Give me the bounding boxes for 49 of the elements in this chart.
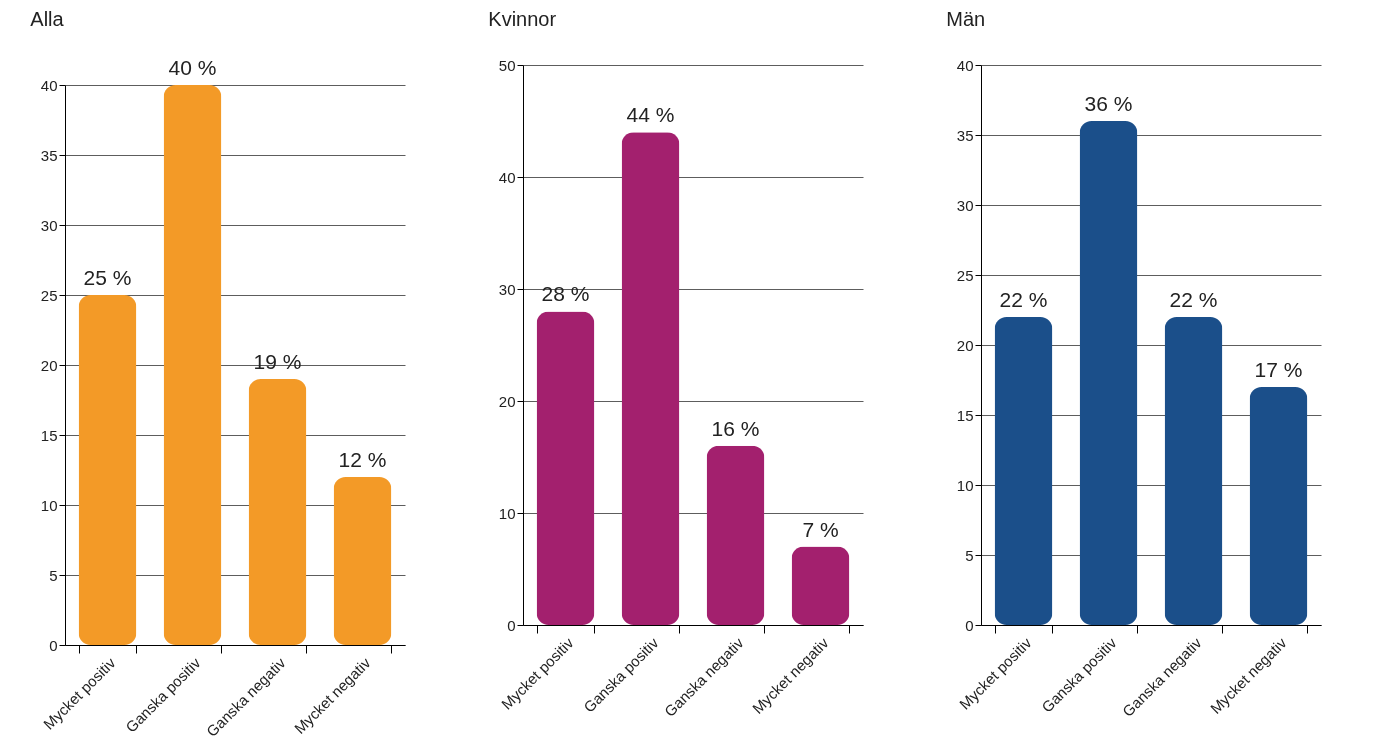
y-tick-label: 20 (956, 336, 974, 354)
y-tick-label: 35 (956, 126, 974, 144)
y-tick-label: 35 (40, 146, 58, 164)
y-tick-label: 15 (956, 406, 974, 424)
bar (791, 546, 850, 625)
bar (994, 317, 1053, 625)
y-tick-label: 40 (956, 56, 974, 74)
bar (333, 477, 392, 645)
data-label: 12 % (338, 448, 387, 471)
data-label: 40 % (168, 56, 217, 79)
data-label: 22 % (1169, 288, 1218, 311)
y-tick-label: 50 (498, 56, 516, 74)
y-tick-label: 30 (40, 216, 58, 234)
chart-title: Kvinnor (488, 8, 557, 30)
y-tick-label: 10 (498, 504, 516, 522)
data-label: 25 % (83, 266, 132, 289)
bar (1164, 317, 1223, 625)
bar (536, 311, 595, 625)
data-label: 44 % (626, 103, 675, 127)
bar (163, 85, 222, 645)
y-tick-label: 0 (507, 616, 516, 634)
chart-title: Alla (30, 8, 65, 30)
y-tick-label: 10 (956, 476, 974, 494)
bar (1249, 387, 1308, 625)
y-tick-label: 10 (40, 496, 58, 514)
data-label: 36 % (1084, 92, 1133, 115)
data-label: 17 % (1254, 358, 1303, 381)
bar (706, 445, 765, 625)
y-tick-label: 30 (498, 280, 516, 298)
data-label: 16 % (711, 416, 760, 440)
data-label: 22 % (999, 288, 1048, 311)
y-tick-label: 5 (49, 566, 58, 584)
y-tick-label: 15 (40, 426, 58, 444)
y-tick-label: 25 (40, 286, 58, 304)
bar (248, 379, 307, 645)
y-tick-label: 20 (40, 356, 58, 374)
y-tick-label: 40 (498, 168, 516, 186)
y-tick-label: 5 (965, 546, 974, 564)
bar (621, 132, 680, 625)
y-tick-label: 20 (498, 392, 516, 410)
data-label: 7 % (802, 517, 839, 541)
y-tick-label: 25 (956, 266, 974, 284)
bar (78, 295, 137, 645)
chart-title: Män (946, 8, 986, 30)
bar (1079, 121, 1138, 625)
y-tick-label: 0 (965, 616, 974, 634)
y-tick-label: 0 (49, 636, 58, 654)
y-tick-label: 40 (40, 76, 58, 94)
y-tick-label: 30 (956, 196, 974, 214)
